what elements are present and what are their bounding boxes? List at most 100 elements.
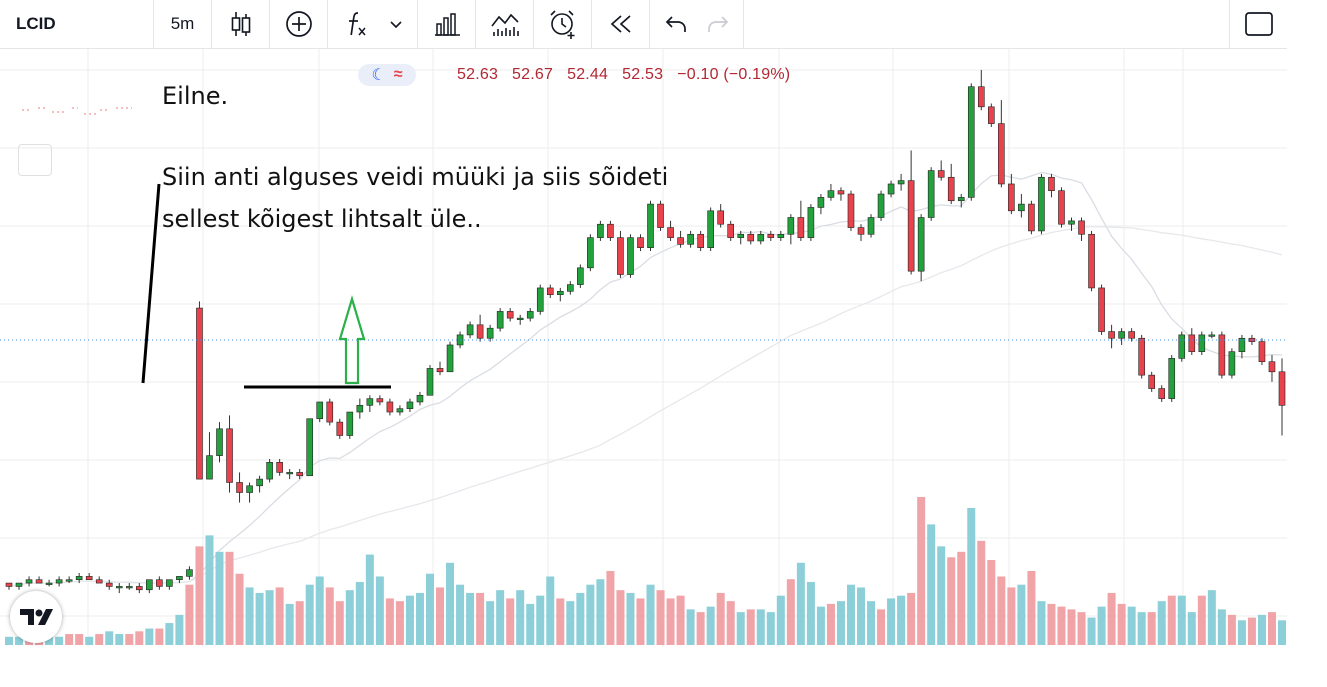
- candle-body: [1148, 374, 1155, 389]
- candle-body: [65, 579, 73, 582]
- annotation-pointer-line[interactable]: [141, 183, 161, 384]
- candle-body: [1058, 190, 1065, 225]
- candle-body: [577, 267, 584, 285]
- candle-body: [837, 190, 845, 195]
- templates-button[interactable]: [476, 0, 534, 48]
- interval-button[interactable]: 5m: [154, 0, 212, 48]
- volume-bar: [335, 601, 344, 645]
- volume-bar: [85, 636, 94, 645]
- candle: [306, 418, 314, 477]
- candle-body: [366, 398, 374, 406]
- candle: [1128, 328, 1135, 342]
- volume-bar: [877, 609, 886, 645]
- candle: [697, 230, 704, 252]
- financials-button[interactable]: [418, 0, 476, 48]
- volume-bar: [917, 497, 926, 645]
- candle: [637, 234, 644, 252]
- annotation-text[interactable]: Siin anti alguses veidi müüki ja siis sõ…: [162, 163, 669, 233]
- candle-body: [1268, 361, 1276, 373]
- candle: [1008, 173, 1015, 215]
- candle: [186, 566, 193, 580]
- volume-bar: [436, 587, 445, 645]
- candle: [476, 314, 484, 342]
- chart-type-button[interactable]: [212, 0, 270, 48]
- volume-bar: [175, 614, 184, 645]
- candle-body: [937, 170, 945, 178]
- candle: [1228, 348, 1236, 379]
- market-status-pill[interactable]: ☾ ≈: [358, 64, 416, 86]
- candle-body: [55, 579, 63, 584]
- volume-bar: [325, 587, 334, 645]
- layout-icon: [1244, 12, 1273, 36]
- candle: [496, 308, 504, 332]
- price-chart[interactable]: [0, 49, 1287, 647]
- annotation-title[interactable]: Eilne.: [162, 82, 229, 110]
- candle: [907, 150, 915, 275]
- candle-body: [797, 217, 805, 238]
- candle: [707, 207, 714, 252]
- volume-bar: [55, 636, 64, 645]
- candle: [1208, 331, 1216, 339]
- candle-body: [546, 287, 554, 295]
- replay-button[interactable]: [592, 0, 650, 48]
- compare-button[interactable]: [270, 0, 328, 48]
- volume-bar: [285, 603, 294, 645]
- redo-icon[interactable]: [706, 13, 730, 35]
- candle-body: [136, 586, 143, 591]
- candle: [657, 200, 664, 231]
- candle: [577, 264, 584, 288]
- candle-body: [877, 193, 885, 218]
- candle-body: [637, 237, 644, 248]
- volume-bar: [696, 612, 705, 645]
- symbol-search-button[interactable]: LCID: [0, 0, 154, 48]
- candle: [376, 395, 384, 406]
- undo-redo-group: [650, 0, 744, 48]
- legend-close: 52.53: [622, 66, 664, 83]
- candle: [85, 573, 93, 581]
- candle-body: [1138, 337, 1145, 376]
- volume-bar: [235, 573, 244, 645]
- volume-bar: [395, 601, 404, 645]
- candle-body: [115, 586, 123, 589]
- candle-body: [396, 408, 404, 413]
- candle: [95, 576, 103, 584]
- volume-bar: [375, 576, 384, 645]
- candle-body: [1128, 331, 1135, 339]
- layout-button[interactable]: [1229, 0, 1287, 48]
- candle-body: [1078, 220, 1085, 235]
- candle: [777, 230, 785, 241]
- volume-bar: [295, 601, 304, 645]
- volume-bar: [345, 590, 354, 645]
- volume-bar: [255, 592, 264, 645]
- volume-bar: [1247, 617, 1256, 645]
- candle-body: [687, 233, 694, 245]
- candle-body: [1108, 331, 1115, 339]
- volume-bar: [676, 595, 685, 645]
- volume-bar: [846, 584, 855, 645]
- hidden-toggle-button[interactable]: [18, 144, 52, 176]
- candle-body: [176, 576, 183, 581]
- volume-bar: [857, 587, 866, 645]
- breakout-arrow[interactable]: [338, 295, 366, 385]
- candle-body: [587, 237, 594, 269]
- volume-bar: [887, 598, 896, 645]
- candle: [967, 83, 975, 201]
- candle: [25, 576, 33, 587]
- candle-body: [376, 398, 384, 403]
- volume-bar: [626, 592, 635, 645]
- chevron-down-icon[interactable]: [388, 16, 404, 32]
- moving-average-line: [8, 171, 1283, 588]
- volume-bar: [1278, 620, 1286, 645]
- tradingview-logo[interactable]: [10, 591, 62, 643]
- candle-body: [647, 203, 654, 248]
- undo-icon[interactable]: [664, 13, 688, 35]
- candle: [998, 100, 1005, 188]
- indicators-fx-icon: [348, 12, 366, 36]
- candle-body: [406, 401, 414, 409]
- indicators-button[interactable]: [328, 0, 418, 48]
- alert-button[interactable]: [534, 0, 592, 48]
- candle-body: [45, 582, 53, 585]
- candle-body: [1258, 341, 1266, 363]
- candle: [1258, 338, 1266, 366]
- candle: [677, 230, 684, 248]
